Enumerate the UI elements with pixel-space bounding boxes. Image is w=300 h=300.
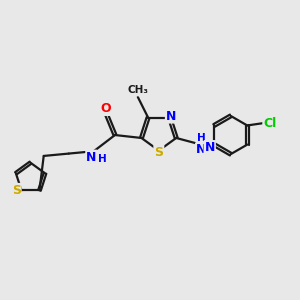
Text: N: N (86, 151, 97, 164)
Text: N: N (205, 141, 215, 154)
Text: O: O (100, 102, 111, 115)
Text: N: N (196, 143, 206, 156)
Text: H: H (197, 133, 206, 143)
Text: CH₃: CH₃ (127, 85, 148, 95)
Text: S: S (154, 146, 163, 159)
Text: H: H (98, 154, 106, 164)
Text: N: N (166, 110, 176, 123)
Text: Cl: Cl (263, 117, 277, 130)
Text: S: S (12, 184, 21, 197)
